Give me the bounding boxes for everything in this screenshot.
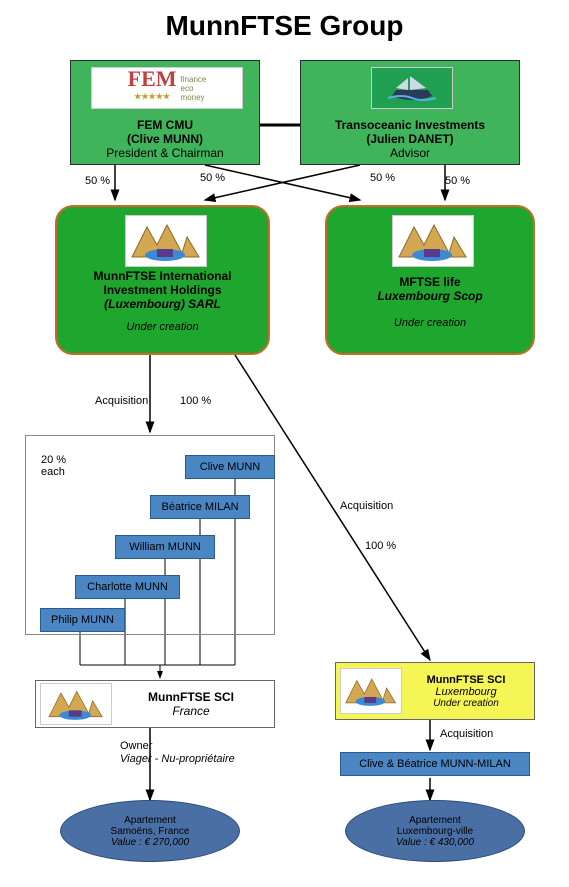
pct-label: 50 % xyxy=(200,172,225,184)
owner-label: Owner Viager - Nu-propriétaire xyxy=(120,740,235,766)
mountain-logo xyxy=(125,215,207,267)
acq-label: Acquisition xyxy=(440,728,493,740)
mountain-logo xyxy=(40,683,112,725)
members-pct-label: 20 % each xyxy=(41,454,66,478)
member-box: William MUNN xyxy=(115,535,215,559)
mountain-logo xyxy=(392,215,474,267)
acq-label: Acquisition xyxy=(95,395,148,407)
sci-france-box: MunnFTSE SCI France xyxy=(35,680,275,728)
apt-lux-ellipse: Apartement Luxembourg-ville Value : € 43… xyxy=(345,800,525,862)
pct-label: 50 % xyxy=(85,175,110,187)
member-box: Clive MUNN xyxy=(185,455,275,479)
couple-box: Clive & Béatrice MUNN-MILAN xyxy=(340,752,530,776)
member-box: Philip MUNN xyxy=(40,608,125,632)
boat-icon xyxy=(371,67,453,109)
mih-box: MunnFTSE International Investment Holdin… xyxy=(55,205,270,355)
pct-label: 50 % xyxy=(445,175,470,187)
sci-lux-box: MunnFTSE SCI Luxembourg Under creation xyxy=(335,662,535,720)
mountain-logo xyxy=(340,668,402,714)
member-box: Béatrice MILAN xyxy=(150,495,250,519)
transoceanic-box: Transoceanic Investments (Julien DANET) … xyxy=(300,60,520,165)
page-title: MunnFTSE Group xyxy=(0,10,569,42)
pct-label: 50 % xyxy=(370,172,395,184)
acq-label: Acquisition xyxy=(340,500,393,512)
mftse-box: MFTSE life Luxembourg Scop Under creatio… xyxy=(325,205,535,355)
pct-label: 100 % xyxy=(180,395,211,407)
member-box: Charlotte MUNN xyxy=(75,575,180,599)
fem-box: FEM ★★★★★ finance eco money FEM CMU (Cli… xyxy=(70,60,260,165)
pct-label: 100 % xyxy=(365,540,396,552)
fem-logo: FEM ★★★★★ finance eco money xyxy=(91,67,243,109)
apt-france-ellipse: Apartement Samoëns, France Value : € 270… xyxy=(60,800,240,862)
